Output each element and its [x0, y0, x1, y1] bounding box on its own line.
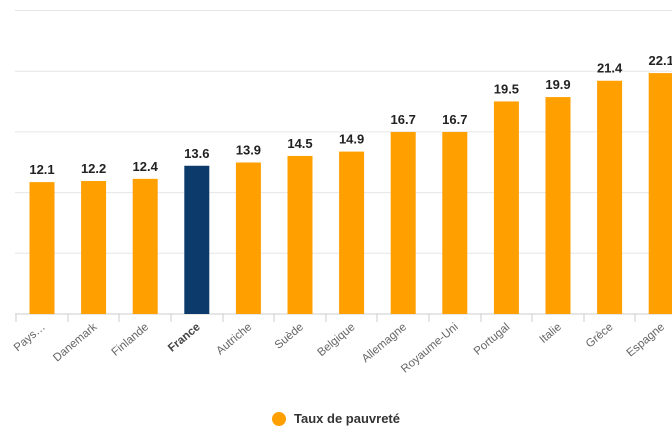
value-label-6: 14.9 — [339, 132, 364, 147]
bar-12[interactable] — [648, 73, 672, 314]
value-label-8: 16.7 — [442, 112, 467, 127]
category-label-5: Suède — [273, 321, 306, 352]
value-label-2: 12.4 — [133, 159, 159, 174]
x-axis-labels: Pays… Danemark Finlande France Autriche Suède… — [12, 321, 667, 376]
category-label-2: Finlande — [110, 321, 152, 359]
bar-2[interactable] — [132, 178, 158, 314]
category-label-10: Italie — [538, 321, 564, 346]
bar-9[interactable] — [493, 101, 519, 314]
value-label-5: 14.5 — [287, 136, 312, 151]
category-label-7: Allemagne — [360, 321, 409, 365]
value-label-0: 12.1 — [29, 162, 54, 177]
category-label-3: France — [166, 321, 203, 354]
category-label-0: Pays… — [12, 321, 48, 354]
bar-6[interactable] — [339, 151, 365, 314]
value-label-7: 16.7 — [391, 112, 416, 127]
bar-10[interactable] — [545, 97, 571, 314]
category-label-6: Belgique — [316, 321, 358, 359]
category-label-1: Danemark — [51, 321, 100, 364]
category-label-9: Portugal — [472, 321, 513, 358]
category-label-12: Espagne — [625, 321, 667, 359]
bar-5[interactable] — [287, 155, 313, 314]
bar-3[interactable] — [184, 165, 210, 314]
value-label-4: 13.9 — [236, 142, 261, 157]
category-label-11: Grèce — [584, 321, 616, 350]
value-label-10: 19.9 — [545, 77, 570, 92]
value-labels: 12.1 12.2 12.4 13.6 13.9 14.5 14.9 16.7 16.7 19.5… — [29, 53, 672, 177]
x-axis-ticks — [15, 314, 636, 322]
value-label-3: 13.6 — [184, 146, 209, 161]
legend-swatch — [272, 411, 287, 426]
value-label-11: 21.4 — [597, 61, 623, 76]
bar-11[interactable] — [597, 80, 623, 315]
bar-8[interactable] — [442, 131, 468, 314]
value-label-9: 19.5 — [494, 81, 519, 96]
value-label-1: 12.2 — [81, 161, 106, 176]
value-label-12: 22.1 — [649, 53, 672, 68]
bar-7[interactable] — [390, 131, 416, 314]
category-label-8: Royaume-Uni — [399, 321, 461, 375]
bar-1[interactable] — [81, 181, 107, 314]
category-label-4: Autriche — [214, 321, 254, 357]
legend-label: Taux de pauvreté — [294, 411, 400, 426]
bar-0[interactable] — [29, 182, 55, 314]
legend[interactable]: Taux de pauvreté — [0, 411, 672, 426]
bars — [29, 73, 672, 315]
bar-4[interactable] — [235, 162, 261, 314]
